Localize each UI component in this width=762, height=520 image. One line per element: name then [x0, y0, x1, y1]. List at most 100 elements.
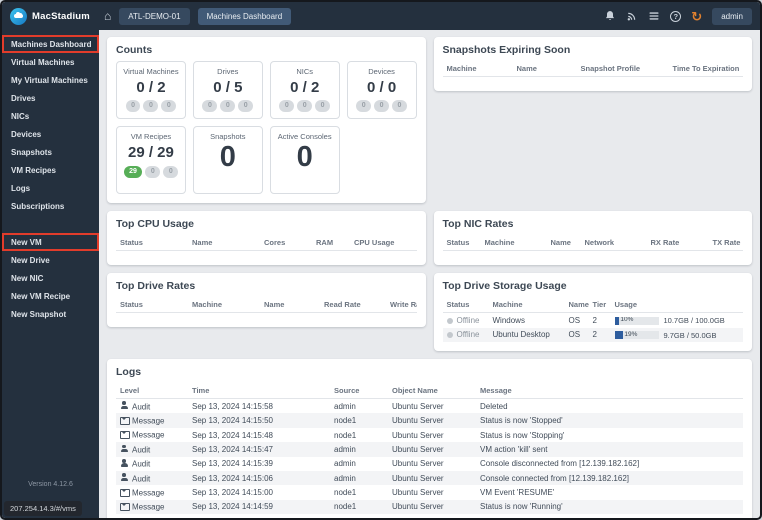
- count-badge: 0: [145, 165, 161, 178]
- top-drive-storage-table: Status Machine Name Tier Usage Offline Windo…: [442, 297, 744, 343]
- log-row[interactable]: Audit Sep 13, 2024 14:15:58 admin Ubuntu…: [116, 399, 743, 414]
- sidebar-item[interactable]: New Drive: [11, 255, 50, 265]
- log-level-icon: [120, 401, 128, 410]
- count-tile[interactable]: Active Consoles 0: [269, 126, 340, 195]
- tile-label: Snapshots: [210, 132, 246, 142]
- bell-icon[interactable]: [604, 10, 616, 22]
- refresh-icon[interactable]: ↻: [691, 8, 703, 24]
- sidebar-item[interactable]: Snapshots: [11, 147, 52, 157]
- counts-card: Counts Virtual Machines 0 / 2 0 0: [107, 37, 426, 204]
- sidebar-item[interactable]: Subscriptions: [11, 201, 65, 211]
- storage-row[interactable]: Offline Ubuntu Desktop OS 2 19% 9.7GB / …: [442, 327, 744, 343]
- name-cell: OS: [568, 315, 581, 325]
- sidebar-item[interactable]: Drives: [11, 93, 36, 103]
- card-title: Top NIC Rates: [442, 218, 514, 231]
- log-level-icon: [120, 416, 130, 425]
- tile-badges: 29 0 0: [119, 165, 183, 178]
- log-row[interactable]: Message Sep 13, 2024 14:15:00 node1 Ubun…: [116, 485, 743, 499]
- log-row[interactable]: Audit Sep 13, 2024 14:15:06 admin Ubuntu…: [116, 471, 743, 486]
- machines-dashboard-button[interactable]: Machines Dashboard: [197, 7, 292, 25]
- column-header: Time To Expiration: [668, 61, 743, 77]
- log-row[interactable]: Message Sep 13, 2024 14:15:48 node1 Ubun…: [116, 428, 743, 442]
- log-level-icon: [120, 517, 130, 518]
- usage-cell: 10% 10.7GB / 100.0GB: [611, 313, 744, 328]
- log-row[interactable]: Message Sep 13, 2024 14:14:58 node1 Ubun…: [116, 514, 743, 518]
- usage-bar: 10%: [614, 316, 659, 325]
- source-cell: node1: [334, 416, 357, 426]
- main-content: Counts Virtual Machines 0 / 2 0 0: [99, 30, 760, 518]
- list-icon[interactable]: [648, 10, 660, 22]
- topbar-actions: ? ↻ admin: [604, 7, 752, 25]
- log-level-icon: [120, 459, 128, 467]
- log-row[interactable]: Message Sep 13, 2024 14:15:50 node1 Ubun…: [116, 413, 743, 428]
- admin-button[interactable]: admin: [712, 7, 752, 25]
- count-tile[interactable]: Drives 0 / 5 0 0 0: [192, 61, 263, 120]
- column-header: Source: [330, 383, 388, 400]
- top-drive-storage-card: Top Drive Storage Usage Status Machine Nam…: [433, 273, 752, 352]
- column-header: Snapshot Profile: [576, 61, 669, 77]
- column-header: Status: [116, 235, 188, 252]
- top-drive-rates-card: Top Drive Rates Status Machine Name Read Ra…: [107, 273, 426, 328]
- sidebar-item[interactable]: NICs: [11, 111, 30, 121]
- storage-row[interactable]: Offline Windows OS 2 10% 10.7GB / 100.0G…: [443, 313, 744, 328]
- sidebar-item[interactable]: New NIC: [11, 273, 44, 283]
- tile-value: 0 / 5: [213, 79, 243, 96]
- machine-cell: Windows: [492, 315, 525, 325]
- card-title: Counts: [116, 44, 153, 56]
- count-tile[interactable]: Devices 0 / 0 0 0 0: [346, 61, 417, 120]
- column-header: Tier: [588, 297, 611, 314]
- card-title: Snapshots Expiring Soon: [442, 44, 571, 56]
- help-icon[interactable]: ?: [670, 10, 682, 22]
- count-tile[interactable]: VM Recipes 29 / 29 29 0 0: [116, 126, 186, 195]
- log-level-icon: [120, 430, 130, 440]
- count-tile[interactable]: Snapshots 0: [192, 126, 263, 195]
- machine-cell: Ubuntu Desktop: [492, 330, 550, 340]
- column-header: Usage: [610, 297, 743, 314]
- sidebar-item[interactable]: Virtual Machines: [11, 57, 75, 67]
- log-row[interactable]: Audit Sep 13, 2024 14:15:39 admin Ubuntu…: [116, 457, 743, 471]
- sidebar-item[interactable]: Logs: [11, 183, 31, 193]
- usage-cell: 19% 9.7GB / 50.0GB: [611, 328, 744, 342]
- offline-status-icon: [446, 332, 453, 339]
- sidebar-item[interactable]: Devices: [11, 129, 42, 139]
- level-cell: Message: [116, 428, 188, 442]
- tile-value: 0 / 2: [136, 79, 166, 96]
- count-badge: 0: [238, 100, 254, 113]
- feed-icon[interactable]: [626, 10, 638, 22]
- tile-badges: 0 0 0: [350, 100, 414, 113]
- column-header: TX Rate: [708, 235, 743, 252]
- object-cell: Ubuntu Server: [392, 416, 444, 426]
- level-cell: Audit: [116, 399, 188, 414]
- log-row[interactable]: Audit Sep 13, 2024 14:15:47 admin Ubuntu…: [116, 442, 743, 457]
- home-icon[interactable]: ⌂: [104, 9, 112, 23]
- count-tiles: Virtual Machines 0 / 2 0 0 0: [116, 61, 417, 195]
- log-level-icon: [120, 488, 130, 497]
- column-header: Message: [476, 383, 743, 400]
- level-cell: Message: [116, 514, 188, 518]
- count-tile[interactable]: NICs 0 / 2 0 0 0: [269, 61, 340, 120]
- log-level-icon: [120, 473, 128, 482]
- message-cell: Status is now 'Stopped': [480, 416, 563, 426]
- log-row[interactable]: Message Sep 13, 2024 14:14:59 node1 Ubun…: [116, 499, 743, 515]
- sidebar-item[interactable]: New VM Recipe: [11, 291, 71, 301]
- brand-logo[interactable]: MacStadium: [10, 7, 96, 25]
- sidebar-item[interactable]: New VM: [2, 233, 99, 251]
- source-cell: node1: [334, 488, 357, 498]
- status-cell: Offline: [443, 313, 489, 328]
- column-header: Cores: [260, 235, 312, 252]
- datacenter-button[interactable]: ATL-DEMO-01: [119, 7, 190, 25]
- count-badge: 0: [392, 100, 407, 113]
- count-tile[interactable]: Virtual Machines 0 / 2 0 0 0: [116, 61, 186, 120]
- source-cell: admin: [334, 444, 356, 454]
- sidebar-item[interactable]: Machines Dashboard: [2, 35, 99, 53]
- tile-value: 0 / 2: [290, 79, 320, 96]
- sidebar-item[interactable]: My Virtual Machines: [11, 75, 88, 85]
- card-title: Logs: [116, 366, 142, 379]
- tile-badges: [273, 176, 337, 187]
- sidebar-item[interactable]: New Snapshot: [11, 309, 67, 319]
- count-badge: 0: [374, 100, 390, 113]
- sidebar-item[interactable]: VM Recipes: [11, 165, 56, 175]
- top-cpu-table: Status Name Cores RAM CPU Usage: [116, 235, 417, 252]
- time-cell: Sep 13, 2024 14:15:48: [192, 430, 273, 440]
